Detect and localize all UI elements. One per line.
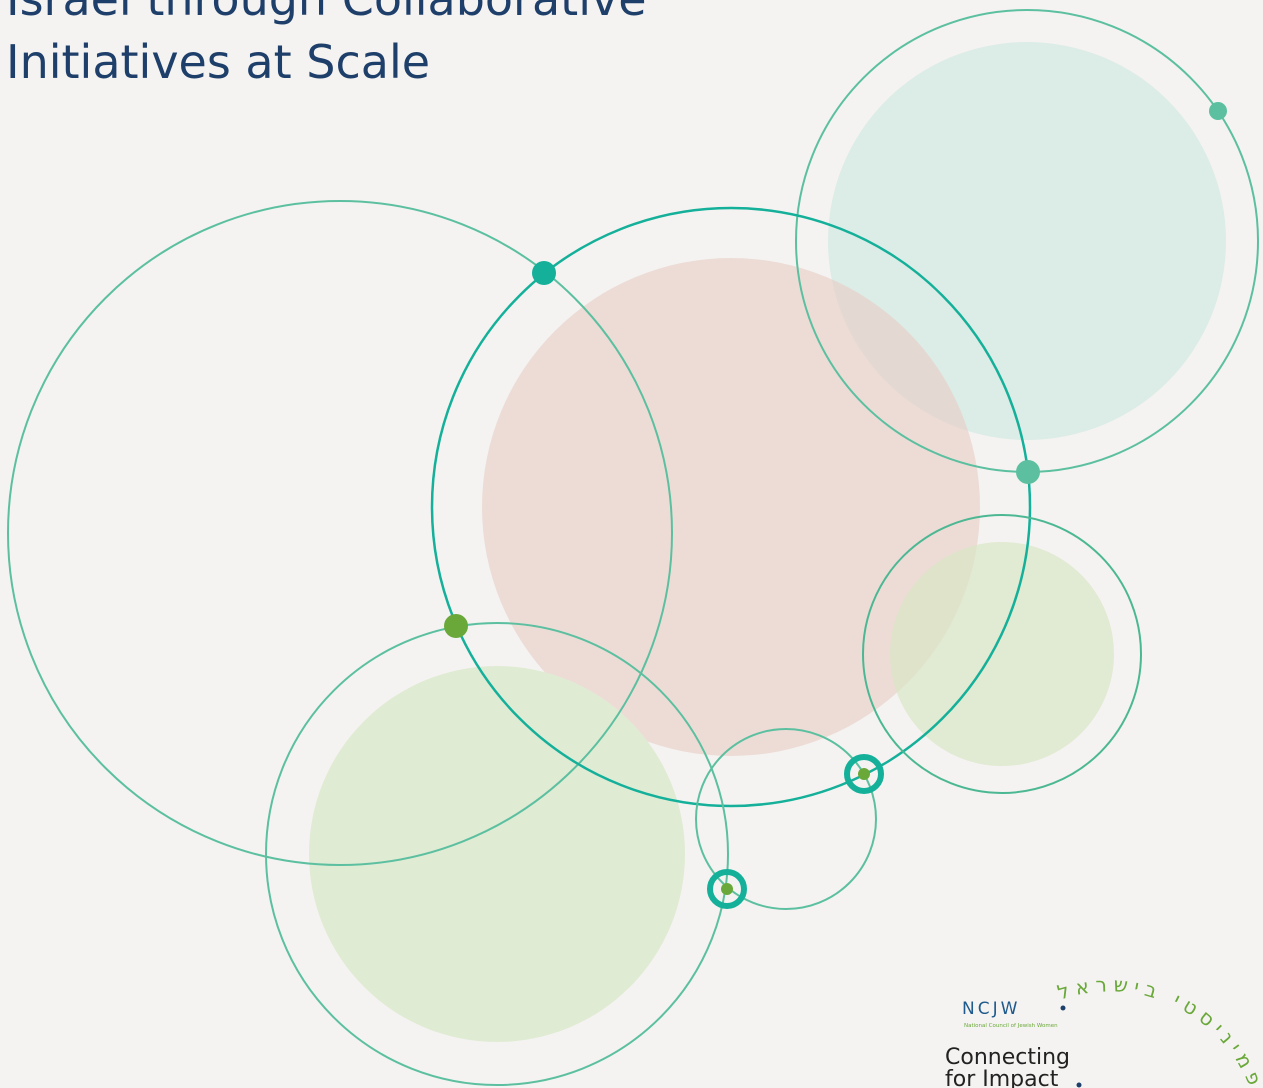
logo-mark: NCJW — [962, 999, 1020, 1019]
tagline: for Impact — [945, 1067, 1059, 1088]
hebrew-text: פמיניסטי בישראל — [1055, 972, 1263, 1088]
title-line: Initiatives at Scale — [6, 35, 430, 89]
cover: Israel through Collaborative Initiatives… — [0, 0, 1263, 1088]
decoration — [8, 10, 1258, 1088]
title-line: Israel through Collaborative — [6, 0, 647, 26]
page: Cover {"header": {"title_lines": ["Israe… — [0, 0, 1263, 1088]
hebrew-arc: פמיניסטי בישראל — [1055, 972, 1263, 1088]
page-body: Israel through Collaborative Initiatives… — [0, 0, 1263, 1088]
logo-organization: National Council of Jewish Women — [964, 1023, 1058, 1029]
